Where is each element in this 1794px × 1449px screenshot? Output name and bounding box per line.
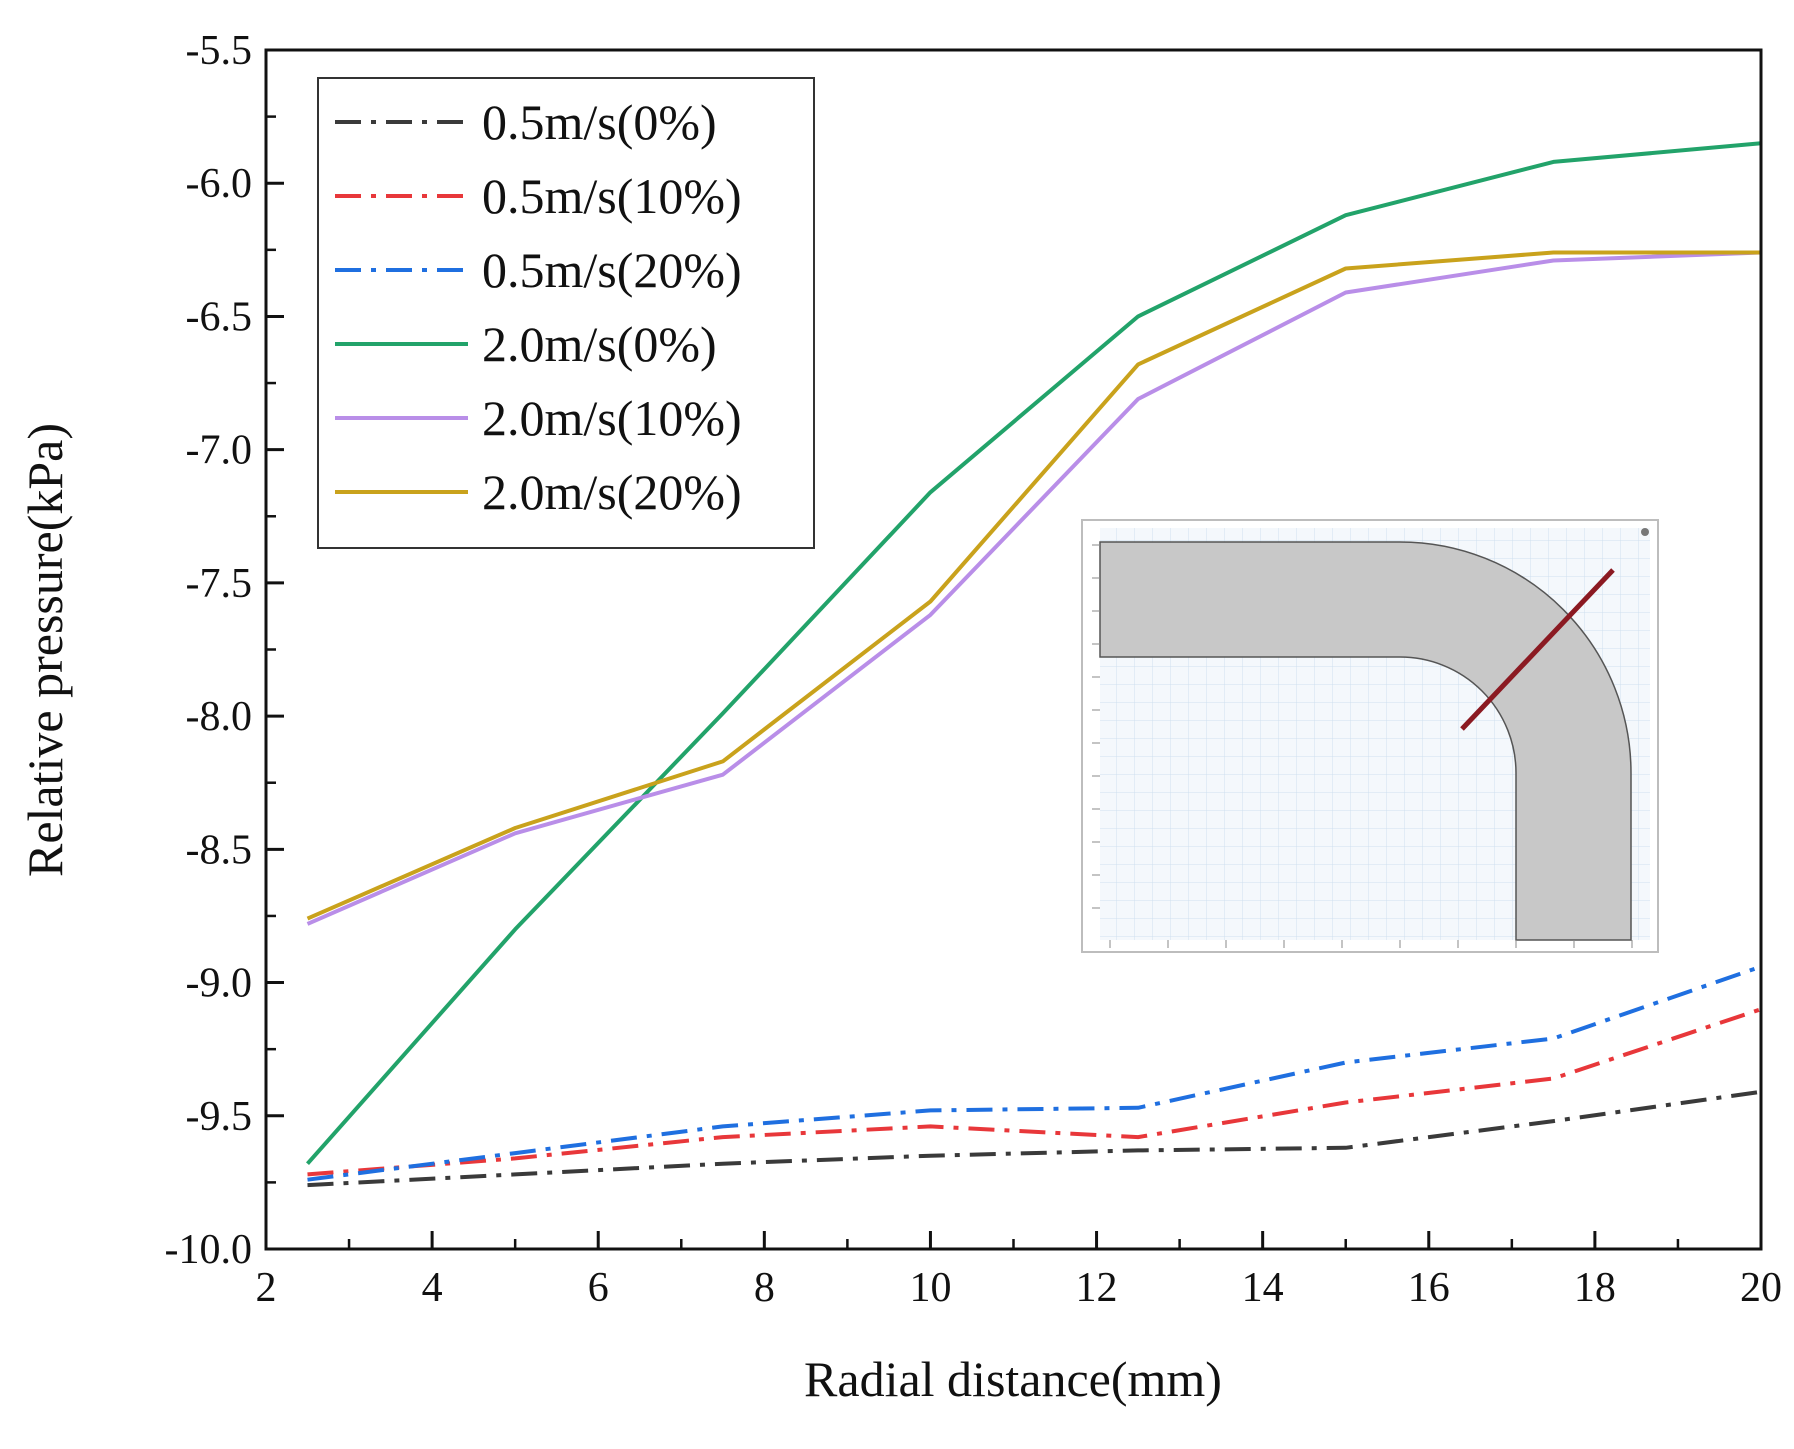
legend-label-6: 2.0m/s(20%) — [482, 464, 742, 520]
legend: 0.5m/s(0%) 0.5m/s(10%) 0.5m/s(20%) 2.0m/s(0… — [317, 77, 815, 549]
x-tick-label: 20 — [1740, 1265, 1782, 1311]
y-tick-label: -10.0 — [165, 1227, 253, 1273]
x-axis-title: Radial distance(mm) — [804, 1351, 1222, 1407]
x-tick-label: 6 — [588, 1265, 609, 1311]
legend-label-2: 0.5m/s(10%) — [482, 168, 742, 224]
y-tick-label: -6.0 — [186, 161, 253, 207]
y-tick-label: -5.5 — [186, 28, 253, 74]
x-tick-label: 14 — [1242, 1265, 1284, 1311]
y-tick-label: -8.0 — [186, 694, 253, 740]
series-layer — [306, 141, 1762, 1188]
y-axis-ticks: -10.0 -9.5 -9.0 -8.5 -8.0 -7.5 -7.0 -6.5 -6.0 -5.… — [165, 28, 284, 1273]
measurement-line — [1460, 568, 1615, 731]
x-tick-label: 4 — [422, 1265, 443, 1311]
series-line-3 — [307, 964, 1762, 1182]
pipe-elbow-geometry-inset — [1081, 519, 1659, 953]
legend-label-3: 0.5m/s(20%) — [482, 242, 742, 298]
series-line-5 — [306, 250, 1762, 926]
x-tick-label: 16 — [1408, 1265, 1450, 1311]
inset-axis-icon — [1641, 528, 1649, 536]
y-tick-label: -9.0 — [186, 961, 253, 1007]
x-tick-label: 2 — [256, 1265, 277, 1311]
legend-items: 0.5m/s(0%) 0.5m/s(10%) 0.5m/s(20%) 2.0m/s(0… — [335, 94, 742, 520]
series-line-1 — [307, 1089, 1762, 1188]
x-axis-ticks: 2 4 6 8 10 12 14 16 18 20 — [256, 1231, 1782, 1311]
y-tick-label: -9.5 — [186, 1094, 253, 1140]
y-tick-label: -8.5 — [186, 827, 253, 873]
legend-label-5: 2.0m/s(10%) — [482, 390, 742, 446]
y-axis-title: Relative pressure(kPa) — [17, 423, 73, 877]
axes: 2 4 6 8 10 12 14 16 18 20 -10.0 -9.5 -9.0 -8.5 -8.0 -7… — [165, 28, 1783, 1311]
x-tick-label: 8 — [754, 1265, 775, 1311]
y-tick-label: -7.5 — [186, 561, 253, 607]
inset-tick-marks — [1092, 544, 1633, 948]
pipe-elbow-shape — [1099, 541, 1632, 941]
y-tick-label: -6.5 — [186, 294, 253, 340]
series-line-6 — [306, 250, 1761, 921]
x-tick-label: 12 — [1076, 1265, 1118, 1311]
x-tick-label: 10 — [909, 1265, 951, 1311]
legend-label-1: 0.5m/s(0%) — [482, 94, 717, 150]
legend-label-4: 2.0m/s(0%) — [482, 316, 717, 372]
legend-box — [317, 77, 815, 549]
x-tick-label: 18 — [1574, 1265, 1616, 1311]
series-line-4 — [306, 141, 1762, 1166]
series-line-2 — [307, 1007, 1762, 1177]
y-tick-label: -7.0 — [186, 428, 253, 474]
